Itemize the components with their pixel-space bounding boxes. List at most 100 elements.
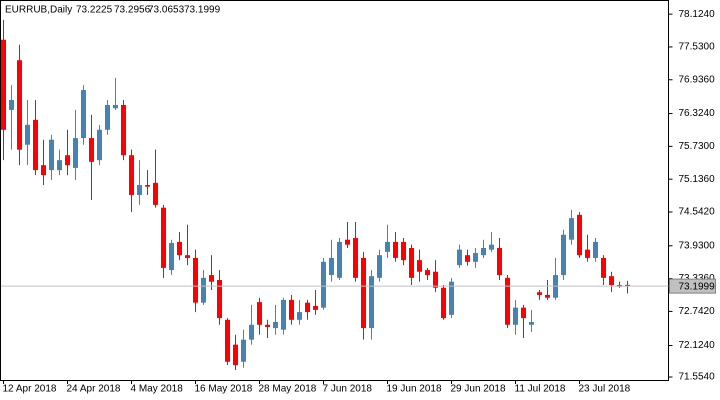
chart-title: EURRUB,Daily [5,5,72,16]
candle-body [273,322,278,329]
y-tick-label: 76.9360 [679,74,716,85]
candle-body [241,339,246,362]
candle-body [17,60,22,150]
candle-body [41,165,46,176]
candle-body [513,307,518,325]
x-tick-label: 24 Apr 2018 [67,384,121,395]
candle-body [305,302,310,313]
candle-body [497,247,502,276]
candle-body [177,241,182,256]
candle-body [33,119,38,171]
price-label: 73.1999 [679,281,716,292]
candle-body [337,241,342,278]
candle-body [393,241,398,258]
plot-frame [0,0,669,381]
y-tick-label: 75.1360 [679,174,716,185]
x-tick-label: 12 Apr 2018 [3,384,57,395]
candle-body [257,302,262,325]
candle-body [401,241,406,261]
candle-body [25,124,30,145]
candle-body [569,218,574,240]
y-tick-label: 72.1240 [679,340,716,351]
x-tick-label: 23 Jul 2018 [579,384,631,395]
candle-body [185,255,190,258]
candle-body [201,277,206,303]
x-tick-label: 7 Jun 2018 [323,384,373,395]
candle-body [561,234,566,276]
y-tick-label: 73.9300 [679,240,716,251]
candle-body [529,322,534,325]
candle-body [1,39,6,130]
candle-body [329,257,334,276]
candle-body [193,257,198,303]
last-open: 73.2225 [76,5,113,16]
last-close: 73.1999 [184,5,221,16]
candle-body [593,241,598,258]
candle-body [369,276,374,329]
candle-body [73,138,78,168]
candle-body [289,299,294,320]
candle-body [57,160,62,171]
candle-body [473,252,478,262]
candle-body [209,275,214,282]
candle-body [153,182,158,205]
candle-body [313,305,318,310]
last-high: 73.2956 [114,5,151,16]
x-tick-label: 16 May 2018 [195,384,253,395]
candle-body [377,255,382,278]
x-tick-label: 11 Jul 2018 [515,384,566,395]
x-tick-label: 29 Jun 2018 [451,384,506,395]
candle-body [353,238,358,278]
y-tick-label: 75.7300 [679,141,716,152]
header: EURRUB,Daily 73.2225 73.2956 73.0653 73.… [5,5,221,16]
candle-body [105,104,110,130]
candle-body [281,299,286,330]
candle-body [9,99,14,110]
candle-body [145,185,150,187]
candle-body [265,324,270,327]
candle-body [457,249,462,266]
candle-body [625,284,630,287]
candle-body [441,287,446,319]
candle-body [609,276,614,285]
candle-body [89,138,94,162]
y-tick-label: 74.5420 [679,207,716,218]
candle-body [425,270,430,276]
candle-body [121,104,126,156]
candle-body [225,319,230,362]
candle-body [361,257,366,329]
y-tick-label: 71.5540 [679,372,716,383]
y-tick-label: 72.7420 [679,306,716,317]
candle-body [585,249,590,258]
candle-body [169,243,174,271]
candle-body [433,271,438,288]
candle-body [521,307,526,319]
candle-body [505,277,510,325]
y-tick-label: 76.3240 [679,108,716,119]
candle-body [417,260,422,272]
candle-body [49,139,54,171]
candle-body [97,129,102,161]
x-tick-label: 28 May 2018 [259,384,317,395]
candle-body [233,344,238,366]
candle-body [409,247,414,278]
y-tick-label: 78.1240 [679,9,716,20]
price-label-box [669,278,716,294]
last-low: 73.0653 [148,5,185,16]
candle-body [601,257,606,278]
candle-body [449,281,454,315]
candle-body [113,104,118,109]
candle-body [385,241,390,252]
candle-body [217,280,222,319]
candle-body [489,244,494,250]
candle-body [481,247,486,256]
candle-body [345,239,350,245]
candle-body [129,155,134,195]
candle-body [297,312,302,320]
candle-body [321,261,326,308]
candle-body [65,155,70,166]
candle-body [137,185,142,195]
candle-body [465,255,470,262]
candle-body [161,207,166,268]
